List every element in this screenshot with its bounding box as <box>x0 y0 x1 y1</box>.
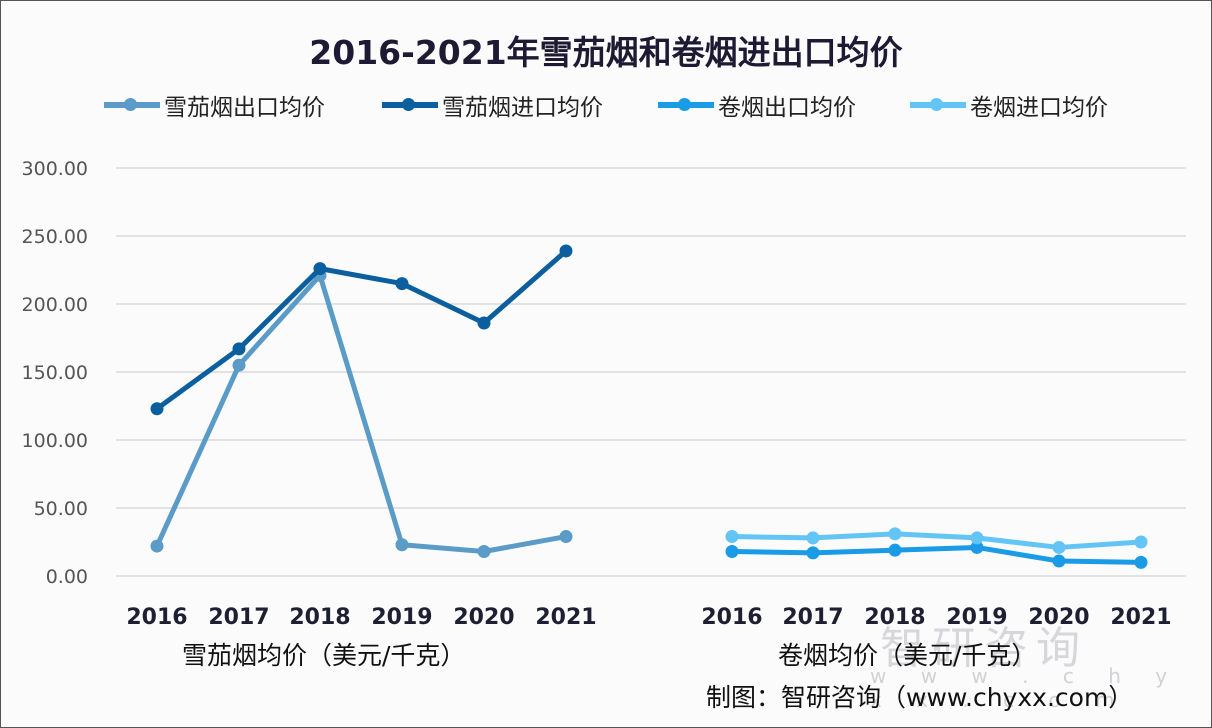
data-point <box>395 277 409 291</box>
legend-label: 雪茄烟出口均价 <box>164 95 325 121</box>
x-tick-label: 2020 <box>453 605 514 630</box>
series-line <box>154 272 567 555</box>
data-point <box>150 539 164 553</box>
watermark-url: w w w . c h y x x . c o m <box>870 664 1182 712</box>
legend-item-cigarette-import: 卷烟进口均价 <box>910 88 1108 122</box>
legend-item-cigar-import: 雪茄烟进口均价 <box>382 88 603 122</box>
y-tick-label: 0.00 <box>46 566 88 588</box>
x-tick-label: 2021 <box>535 605 596 630</box>
x-tick-label: 2018 <box>864 605 925 630</box>
data-point <box>970 531 984 545</box>
line-marker-icon <box>658 98 714 111</box>
legend-label: 卷烟出口均价 <box>718 95 856 121</box>
legend-item-cigarette-export: 卷烟出口均价 <box>658 88 856 122</box>
source-note: 制图：智研咨询（www.chyxx.com） <box>706 683 1134 712</box>
series-line <box>731 531 1142 550</box>
x-tick-label: 2016 <box>126 605 187 630</box>
series-line <box>731 544 1142 565</box>
data-point <box>313 262 327 276</box>
data-point <box>150 402 164 416</box>
y-tick-label: 200.00 <box>22 294 88 316</box>
x-tick-label: 2017 <box>208 605 269 630</box>
y-tick-label: 100.00 <box>22 430 88 452</box>
y-tick-label: 250.00 <box>22 226 88 248</box>
chart-title: 2016-2021年雪茄烟和卷烟进出口均价 <box>309 33 903 72</box>
x-tick-label: 2018 <box>289 605 350 630</box>
watermark: 智研咨询 <box>880 623 1088 674</box>
data-point <box>806 531 820 545</box>
data-point <box>232 358 246 372</box>
y-tick-label: 300.00 <box>22 158 88 180</box>
data-point <box>1134 555 1148 569</box>
data-point <box>1134 535 1148 549</box>
data-point <box>477 316 491 330</box>
data-point <box>888 527 902 541</box>
x-tick-label: 2019 <box>946 605 1007 630</box>
legend-label: 卷烟进口均价 <box>970 95 1108 121</box>
line-marker-icon <box>382 98 438 111</box>
data-point <box>806 546 820 560</box>
data-point <box>725 530 739 544</box>
x-tick-label: 2019 <box>371 605 432 630</box>
x-tick-label: 2020 <box>1028 605 1089 630</box>
data-point <box>559 244 573 258</box>
data-point <box>970 540 984 554</box>
x-axis-title-cigarette: 卷烟均价（美元/千克） <box>778 641 1037 670</box>
legend-label: 雪茄烟进口均价 <box>442 95 603 121</box>
y-tick-label: 50.00 <box>34 498 88 520</box>
x-axis-title-cigar: 雪茄烟均价（美元/千克） <box>182 641 466 670</box>
x-tick-label: 2017 <box>782 605 843 630</box>
series-line <box>155 249 568 411</box>
data-point <box>725 545 739 559</box>
data-point <box>1052 540 1066 554</box>
line-marker-icon <box>910 98 966 111</box>
data-point <box>477 545 491 559</box>
x-tick-label: 2021 <box>1110 605 1171 630</box>
line-marker-icon <box>104 98 160 111</box>
legend-item-cigar-export: 雪茄烟出口均价 <box>104 88 325 122</box>
data-point <box>1052 554 1066 568</box>
data-point <box>888 543 902 557</box>
y-tick-label: 150.00 <box>22 362 88 384</box>
data-point <box>232 342 246 356</box>
x-tick-label: 2016 <box>701 605 762 630</box>
legend: 雪茄烟出口均价 雪茄烟进口均价 卷烟出口均价 卷烟进口均价 <box>0 88 1212 122</box>
data-point <box>395 538 409 552</box>
data-point <box>559 530 573 544</box>
